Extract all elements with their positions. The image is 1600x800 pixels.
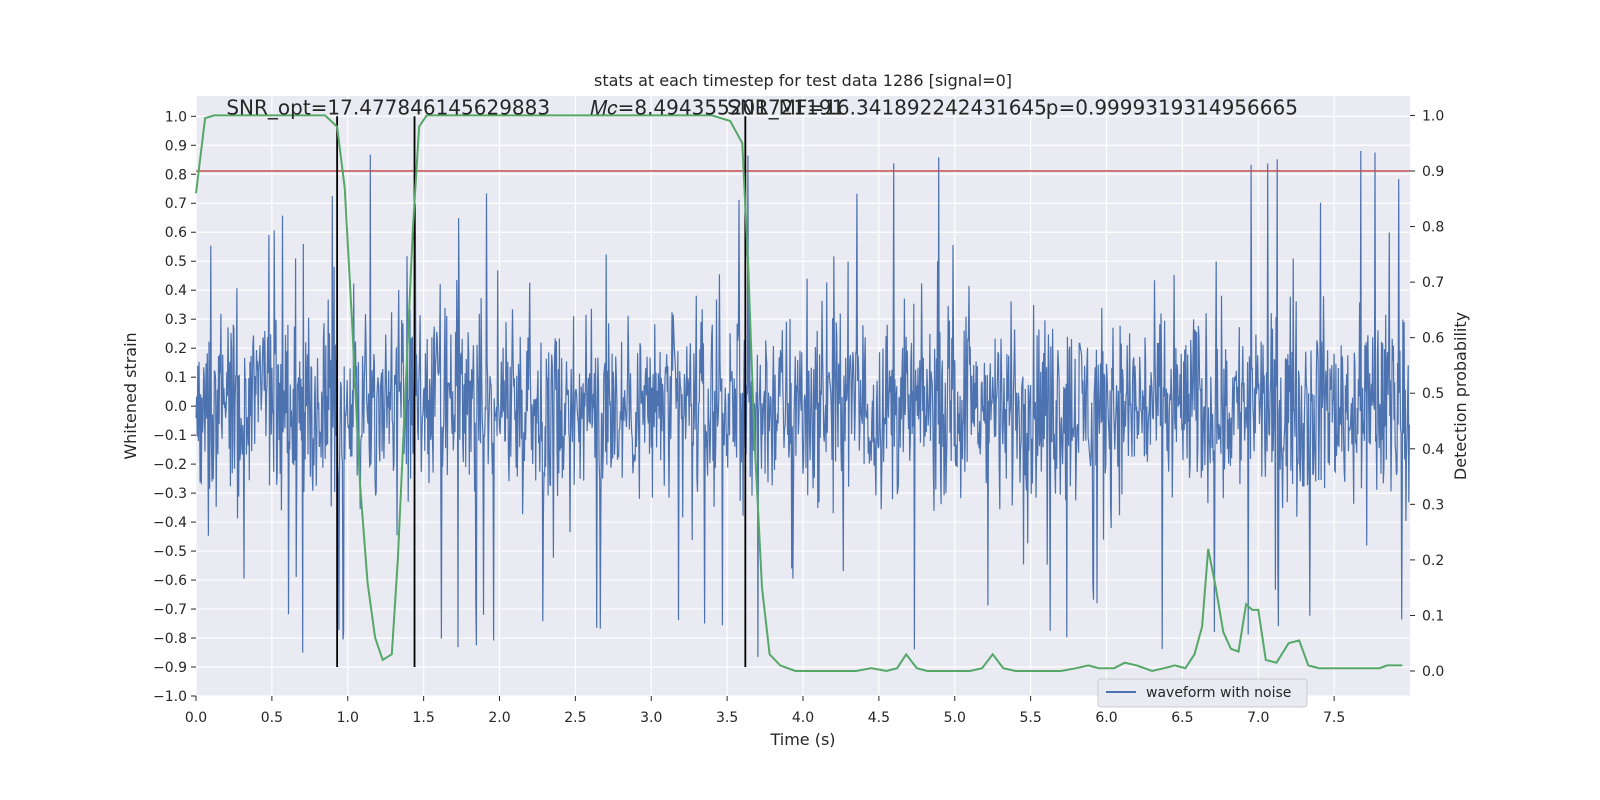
y-tick-label-10: 0.0 [165, 399, 187, 415]
y-tick-label-16: 0.6 [165, 225, 187, 241]
y-tick-label-11: 0.1 [165, 370, 187, 386]
y-tick-label-20: 1.0 [165, 109, 187, 125]
y-tick-label-15: 0.5 [165, 254, 187, 270]
waveform-with-noise-line [195, 150, 1410, 658]
y-tick-label-2: −0.8 [153, 631, 187, 647]
y-tick-label-5: −0.5 [153, 544, 187, 560]
y2-tick-label-1: 0.1 [1422, 608, 1444, 624]
y2-tick-label-3: 0.3 [1422, 497, 1444, 513]
y2-axis-label: Detection probability [1451, 312, 1470, 480]
legend-box [1097, 678, 1308, 708]
x-tick-label-1: 0.5 [261, 710, 283, 726]
y-tick-label-0: −1.0 [153, 689, 187, 705]
y-tick-label-19: 0.9 [165, 138, 187, 154]
x-tick-label-4: 2.0 [488, 710, 510, 726]
y-tick-label-1: −0.9 [153, 660, 187, 676]
y2-tick-label-4: 0.4 [1422, 442, 1444, 458]
y-tick-label-18: 0.8 [165, 167, 187, 183]
chart-title: stats at each timestep for test data 128… [594, 71, 1012, 90]
x-tick-label-7: 3.5 [716, 710, 738, 726]
y2-tick-label-5: 0.5 [1422, 386, 1444, 402]
y-tick-label-13: 0.3 [165, 312, 187, 328]
x-tick-label-13: 6.5 [1171, 710, 1193, 726]
x-tick-label-8: 4.0 [792, 710, 814, 726]
x-tick-label-10: 5.0 [944, 710, 966, 726]
x-tick-label-12: 6.0 [1095, 710, 1117, 726]
x-tick-label-3: 1.5 [412, 710, 434, 726]
y2-tick-label-2: 0.2 [1422, 553, 1444, 569]
x-axis-label: Time (s) [769, 730, 835, 749]
annotation-3: p=0.9999319314956665 [1046, 96, 1298, 120]
y-tick-label-7: −0.3 [153, 486, 187, 502]
y-tick-label-3: −0.7 [153, 602, 187, 618]
x-tick-label-14: 7.0 [1247, 710, 1269, 726]
legend-entry-waveform: waveform with noise [1146, 685, 1291, 701]
y2-tick-label-7: 0.7 [1422, 275, 1444, 291]
x-tick-label-6: 3.0 [640, 710, 662, 726]
x-tick-label-2: 1.0 [337, 710, 359, 726]
x-tick-label-5: 2.5 [564, 710, 586, 726]
y-tick-label-9: −0.1 [153, 428, 187, 444]
x-tick-label-0: 0.0 [185, 710, 207, 726]
y2-tick-label-9: 0.9 [1422, 164, 1444, 180]
y-tick-label-8: −0.2 [153, 457, 187, 473]
y2-tick-label-8: 0.8 [1422, 220, 1444, 236]
y-tick-label-12: 0.2 [165, 341, 187, 357]
legend: waveform with noise [1097, 678, 1308, 708]
x-tick-label-9: 4.5 [868, 710, 890, 726]
y2-tick-label-10: 1.0 [1422, 108, 1444, 124]
x-tick-label-15: 7.5 [1323, 710, 1345, 726]
annotations: SNR_opt=17.477846145629883 𝑀𝑐=8.494355201… [226, 96, 1298, 120]
axis-ticks: 0.0 0.5 1.0 1.5 2.0 2.5 3.0 3.5 4.0 4.5 5.0 5.5 6.0 6… [153, 108, 1444, 726]
y2-tick-label-0: 0.0 [1422, 664, 1444, 680]
y-tick-label-6: −0.4 [153, 515, 187, 531]
y-tick-label-4: −0.6 [153, 573, 187, 589]
annotation-2: SNR_MF=16.341892242431645 [727, 96, 1047, 120]
waveform-series [195, 150, 1410, 658]
y-tick-label-14: 0.4 [165, 283, 187, 299]
detection-probability-line [195, 114, 1403, 673]
x-tick-label-11: 5.5 [1019, 710, 1041, 726]
annotation-0: SNR_opt=17.477846145629883 [226, 96, 550, 120]
annotation-1: 𝑀𝑐=8.494355201721191 [591, 96, 845, 120]
y-tick-label-17: 0.7 [165, 196, 187, 212]
y2-tick-label-6: 0.6 [1422, 331, 1444, 347]
y-axis-label: Whitened strain [121, 332, 140, 459]
